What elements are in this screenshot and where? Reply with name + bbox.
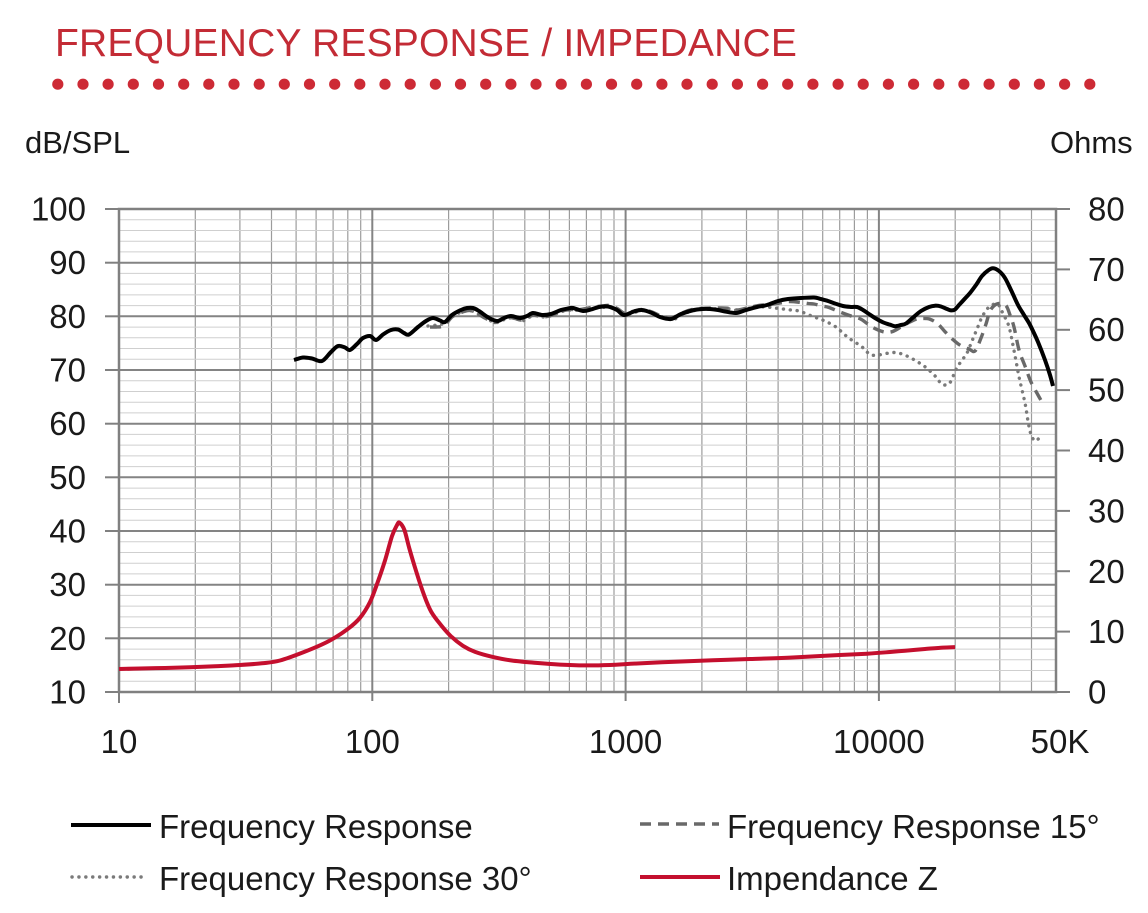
svg-text:20: 20 [49,620,86,657]
svg-text:70: 70 [1088,251,1125,288]
svg-text:20: 20 [1088,553,1125,590]
svg-text:dB/SPL: dB/SPL [25,125,130,160]
svg-text:10000: 10000 [833,723,925,760]
svg-text:70: 70 [49,352,86,389]
svg-text:50: 50 [1088,372,1125,409]
svg-text:60: 60 [49,405,86,442]
svg-text:Frequency Response 15°: Frequency Response 15° [727,808,1100,845]
svg-text:Frequency Response: Frequency Response [159,808,473,845]
svg-text:10: 10 [49,674,86,711]
svg-text:100: 100 [31,191,86,228]
svg-text:1000: 1000 [589,723,662,760]
svg-text:Frequency Response 30°: Frequency Response 30° [159,860,532,897]
svg-text:0: 0 [1088,674,1106,711]
svg-text:40: 40 [49,513,86,550]
svg-text:Ohms: Ohms [1050,125,1133,160]
svg-text:10: 10 [1088,613,1125,650]
svg-text:80: 80 [49,298,86,335]
svg-text:40: 40 [1088,432,1125,469]
svg-text:80: 80 [1088,191,1125,228]
svg-text:10: 10 [101,723,138,760]
svg-text:60: 60 [1088,311,1125,348]
svg-text:Impendance Z: Impendance Z [727,860,938,897]
svg-text:30: 30 [1088,492,1125,529]
svg-text:50: 50 [49,459,86,496]
svg-text:100: 100 [345,723,400,760]
svg-text:50K: 50K [1031,723,1090,760]
svg-text:30: 30 [49,566,86,603]
svg-text:FREQUENCY RESPONSE / IMPEDANCE: FREQUENCY RESPONSE / IMPEDANCE [55,22,797,65]
svg-text:90: 90 [49,244,86,281]
